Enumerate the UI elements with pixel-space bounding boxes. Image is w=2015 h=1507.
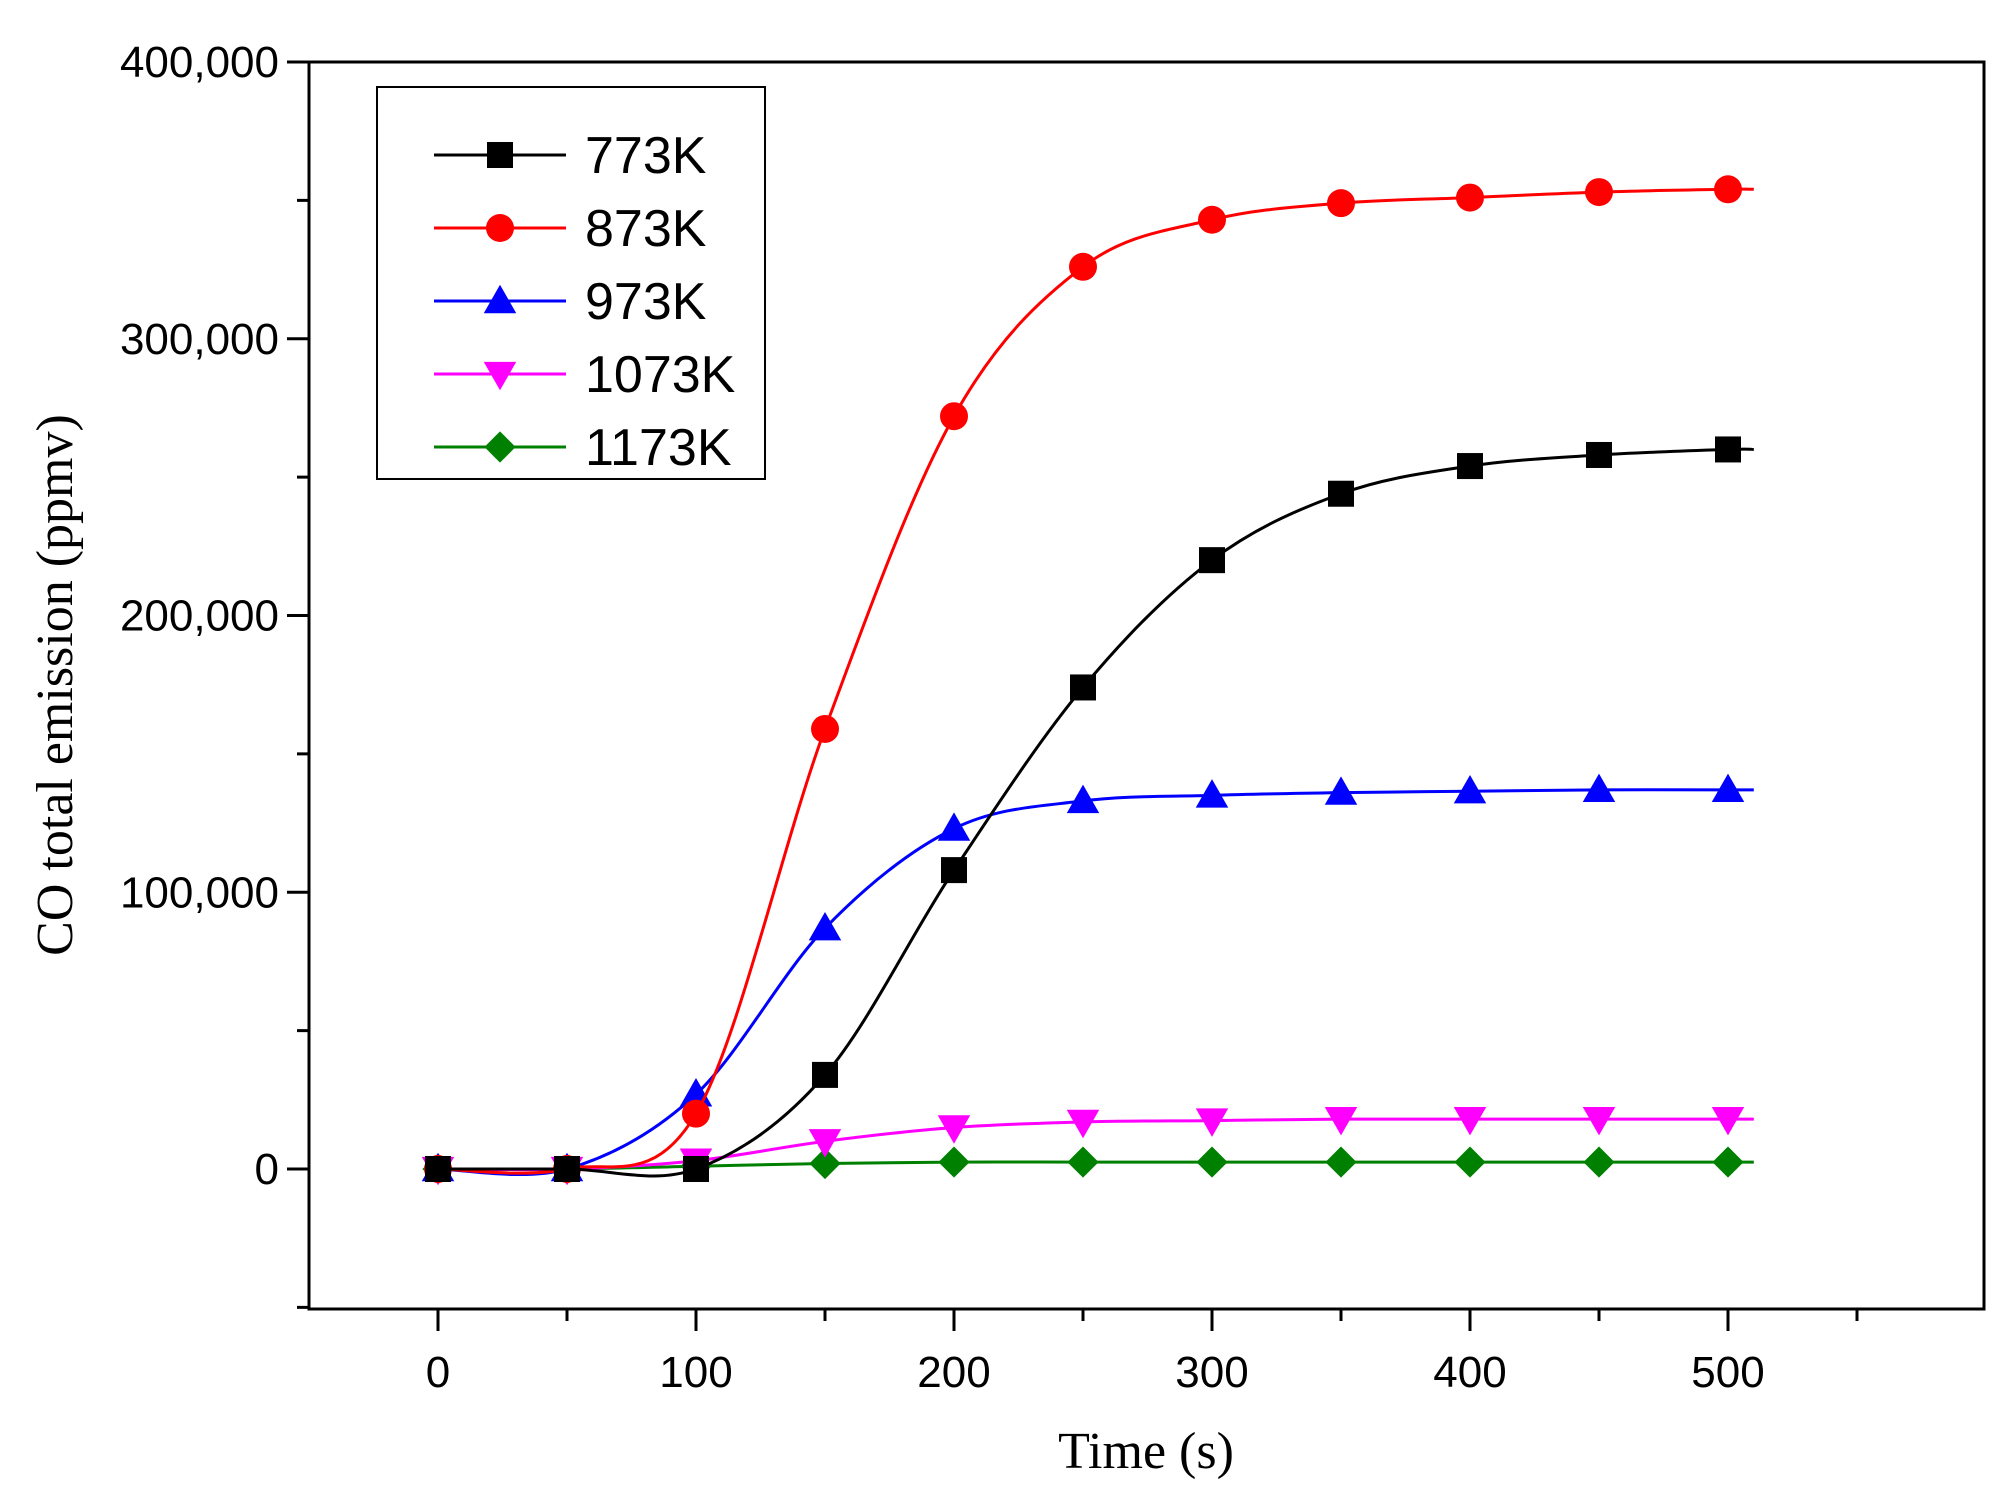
data-point xyxy=(1066,1109,1100,1139)
data-point xyxy=(1196,1146,1228,1178)
data-point xyxy=(938,1146,970,1178)
series-773K xyxy=(425,436,1754,1182)
data-point xyxy=(554,1156,580,1182)
x-tick-label: 400 xyxy=(1433,1348,1506,1397)
data-point xyxy=(941,857,967,884)
legend-marker xyxy=(486,214,514,242)
data-point xyxy=(1195,779,1229,808)
data-point xyxy=(1069,252,1097,281)
data-point xyxy=(1199,547,1225,574)
legend-marker xyxy=(483,284,517,314)
x-tick-label: 200 xyxy=(917,1348,990,1397)
legend-marker xyxy=(483,361,517,391)
ticks-layer: 0 100 200 300 400 500 0 100,000 200,000 300,000 40… xyxy=(120,38,1859,1397)
legend-box xyxy=(376,86,766,480)
legend-marker xyxy=(484,431,516,463)
data-point xyxy=(1454,1146,1486,1178)
legend-label: 1173K xyxy=(585,419,732,477)
data-point xyxy=(683,1156,709,1182)
legend-entry: 873K xyxy=(434,200,707,258)
data-point xyxy=(809,1147,841,1180)
data-point xyxy=(937,812,971,841)
y-axis-title: CO total emission (ppmv) xyxy=(27,414,84,956)
x-tick-label: 300 xyxy=(1175,1348,1248,1397)
data-point xyxy=(1585,178,1613,207)
legend-label: 873K xyxy=(585,200,707,258)
data-point xyxy=(1324,776,1358,805)
legend-label: 973K xyxy=(585,273,707,331)
data-point xyxy=(1066,784,1100,814)
data-point xyxy=(1328,480,1354,507)
data-point xyxy=(808,1129,842,1158)
data-point xyxy=(811,714,839,743)
legend-entry: 773K xyxy=(434,127,707,185)
data-point xyxy=(808,911,842,941)
data-point xyxy=(1067,1146,1099,1178)
data-point xyxy=(812,1061,838,1088)
data-point xyxy=(1327,189,1355,218)
data-point xyxy=(425,1156,451,1182)
y-tick-label: 0 xyxy=(255,1145,279,1194)
data-point xyxy=(1712,1146,1744,1178)
data-point xyxy=(1711,773,1745,803)
data-point xyxy=(1198,205,1226,234)
data-point xyxy=(1325,1146,1357,1178)
legend-entry: 973K xyxy=(434,273,707,331)
data-point xyxy=(682,1099,710,1128)
series-layer xyxy=(421,175,1754,1186)
data-point xyxy=(1457,453,1483,480)
data-point xyxy=(1711,1106,1745,1136)
x-axis-title: Time (s) xyxy=(1058,1423,1234,1480)
x-tick-label: 100 xyxy=(659,1348,732,1397)
y-tick-label: 200,000 xyxy=(120,592,279,641)
legend-marker xyxy=(487,142,513,168)
data-point xyxy=(1715,436,1741,463)
data-point xyxy=(1456,183,1484,212)
legend-entry: 1173K xyxy=(434,419,732,477)
legend-label: 1073K xyxy=(585,346,736,404)
legend: 773K 873K 973K 1073K 1173K xyxy=(376,86,766,480)
data-point xyxy=(1324,1106,1358,1136)
data-point xyxy=(1586,441,1612,468)
y-tick-label: 100,000 xyxy=(120,868,279,917)
y-tick-label: 400,000 xyxy=(120,38,279,87)
y-tick-label: 300,000 xyxy=(120,315,279,364)
data-point xyxy=(1583,1146,1615,1178)
x-tick-label: 0 xyxy=(426,1348,450,1397)
x-tick-label: 500 xyxy=(1691,1348,1764,1397)
data-point xyxy=(1453,1106,1487,1136)
data-point xyxy=(1582,1106,1616,1136)
data-point xyxy=(1582,773,1616,803)
data-point xyxy=(937,1115,971,1144)
data-point xyxy=(1195,1108,1229,1137)
legend-entry: 1073K xyxy=(434,346,736,404)
data-point xyxy=(1714,175,1742,204)
data-point xyxy=(940,402,968,431)
data-point xyxy=(1453,774,1487,804)
data-point xyxy=(1070,674,1096,701)
plot-frame xyxy=(307,60,1986,1311)
legend-label: 773K xyxy=(585,127,707,185)
